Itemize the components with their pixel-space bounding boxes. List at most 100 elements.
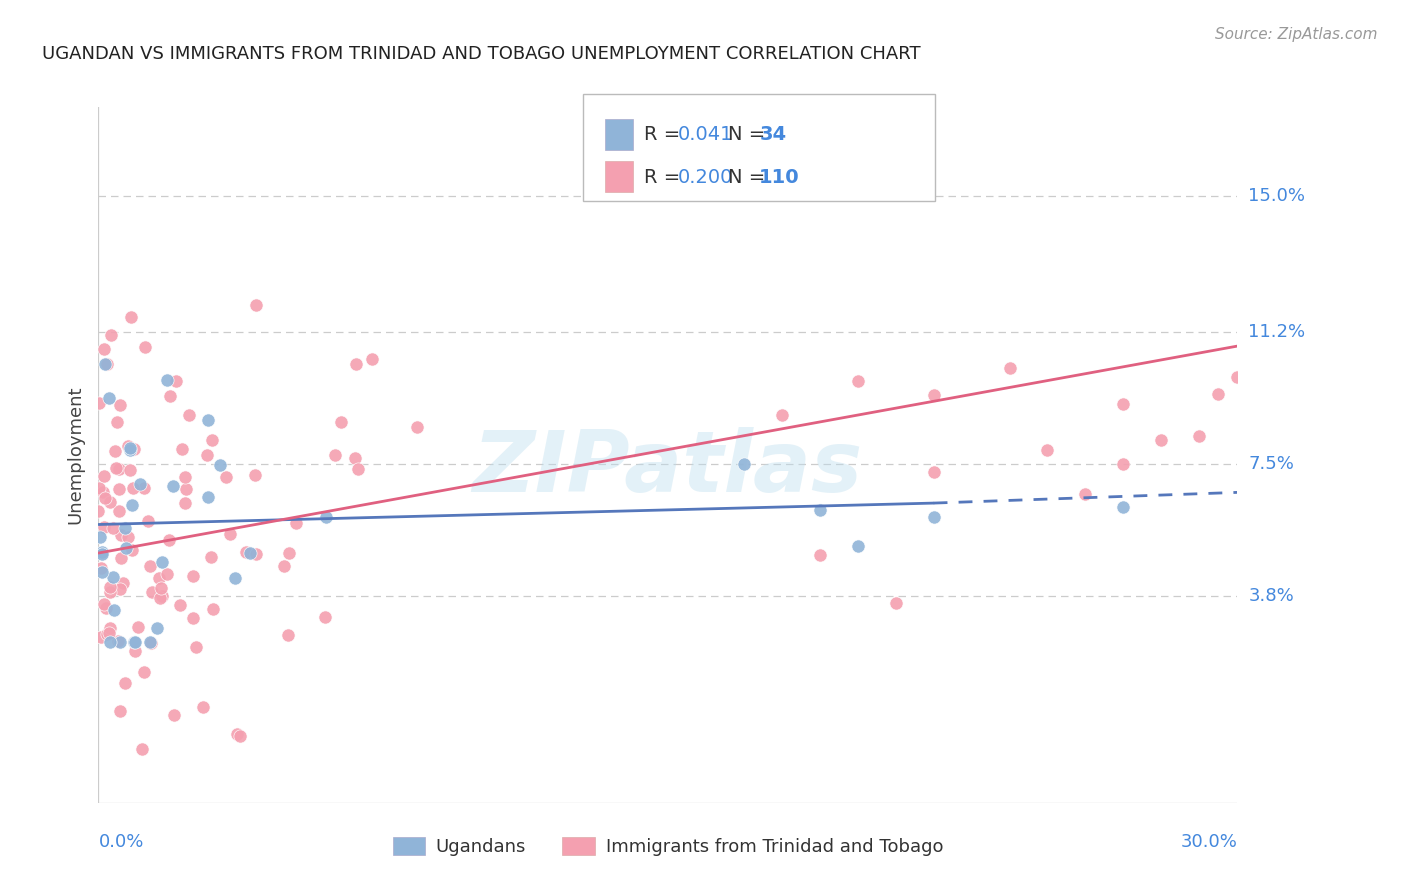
Point (181, 610, 204, 624)
Point (200, 550, 222, 565)
Point (184, 640, 207, 655)
Point (98, 495, 121, 509)
Point (1226, 370, 1249, 384)
Point (134, 665, 156, 679)
Point (127, 620, 149, 634)
Text: 110: 110 (759, 168, 800, 186)
Point (108, 704, 131, 718)
Point (148, 571, 170, 585)
Point (110, 635, 132, 649)
Point (139, 635, 162, 649)
Point (118, 441, 141, 455)
Point (156, 373, 179, 387)
Point (96, 601, 118, 615)
Text: UGANDAN VS IMMIGRANTS FROM TRINIDAD AND TOBAGO UNEMPLOYMENT CORRELATION CHART: UGANDAN VS IMMIGRANTS FROM TRINIDAD AND … (42, 45, 921, 62)
Point (174, 496, 197, 510)
Point (94, 357, 117, 371)
Point (124, 635, 146, 649)
Point (110, 528, 132, 542)
Point (120, 310, 142, 324)
Point (97, 626, 120, 640)
Point (1150, 433, 1173, 447)
Point (343, 451, 366, 466)
Point (114, 541, 136, 555)
Point (808, 503, 831, 517)
Point (172, 442, 194, 456)
Point (90, 630, 112, 644)
Point (98, 635, 121, 649)
Point (150, 581, 173, 595)
Point (1112, 500, 1135, 514)
Point (235, 545, 257, 559)
Point (1036, 443, 1059, 458)
Point (136, 514, 159, 528)
Point (122, 442, 145, 456)
Point (114, 521, 136, 535)
Point (134, 481, 156, 495)
Point (808, 549, 831, 563)
Point (100, 328, 122, 343)
Point (163, 707, 186, 722)
Point (90, 547, 112, 561)
Text: 0.200: 0.200 (678, 168, 733, 186)
Point (112, 575, 135, 590)
Point (323, 448, 346, 462)
Point (209, 458, 232, 472)
Point (406, 419, 429, 434)
Point (344, 357, 367, 371)
Point (94, 491, 117, 505)
Point (201, 601, 224, 615)
Y-axis label: Unemployment: Unemployment (66, 385, 84, 524)
Point (138, 558, 160, 573)
Point (122, 481, 145, 495)
Text: 30.0%: 30.0% (1181, 833, 1237, 851)
Point (103, 444, 125, 458)
Point (129, 477, 152, 491)
Point (285, 516, 308, 531)
Point (1208, 387, 1230, 401)
Point (195, 448, 218, 462)
Point (273, 559, 295, 574)
Point (846, 539, 869, 553)
Point (197, 490, 219, 504)
Point (108, 461, 131, 475)
Point (277, 628, 299, 642)
Point (93, 469, 115, 483)
Point (157, 533, 180, 548)
Point (245, 297, 267, 311)
Point (214, 470, 236, 484)
Point (150, 589, 173, 603)
Point (91, 485, 114, 500)
Point (117, 530, 139, 544)
Point (134, 340, 156, 354)
Point (174, 470, 197, 484)
Point (1112, 397, 1135, 411)
Legend: Ugandans, Immigrants from Trinidad and Tobago: Ugandans, Immigrants from Trinidad and T… (385, 830, 950, 863)
Point (347, 461, 370, 475)
Point (162, 479, 184, 493)
Point (104, 461, 127, 475)
Point (1188, 428, 1211, 442)
Point (165, 374, 187, 388)
Point (150, 555, 173, 569)
Text: ZIPatlas: ZIPatlas (472, 427, 863, 510)
Point (91, 545, 114, 559)
Point (90, 565, 112, 579)
Point (89, 481, 111, 495)
Point (181, 569, 204, 583)
Point (169, 598, 191, 612)
Point (98, 392, 121, 406)
Text: 15.0%: 15.0% (1249, 187, 1305, 205)
Point (103, 603, 125, 617)
Text: 34: 34 (759, 126, 786, 145)
Point (733, 457, 755, 471)
Point (124, 644, 146, 658)
Point (177, 408, 200, 422)
Point (122, 635, 145, 649)
Point (226, 727, 249, 741)
Text: 0.0%: 0.0% (98, 833, 143, 851)
Point (98, 580, 121, 594)
Point (998, 360, 1021, 375)
Point (159, 388, 181, 402)
Point (101, 570, 124, 584)
